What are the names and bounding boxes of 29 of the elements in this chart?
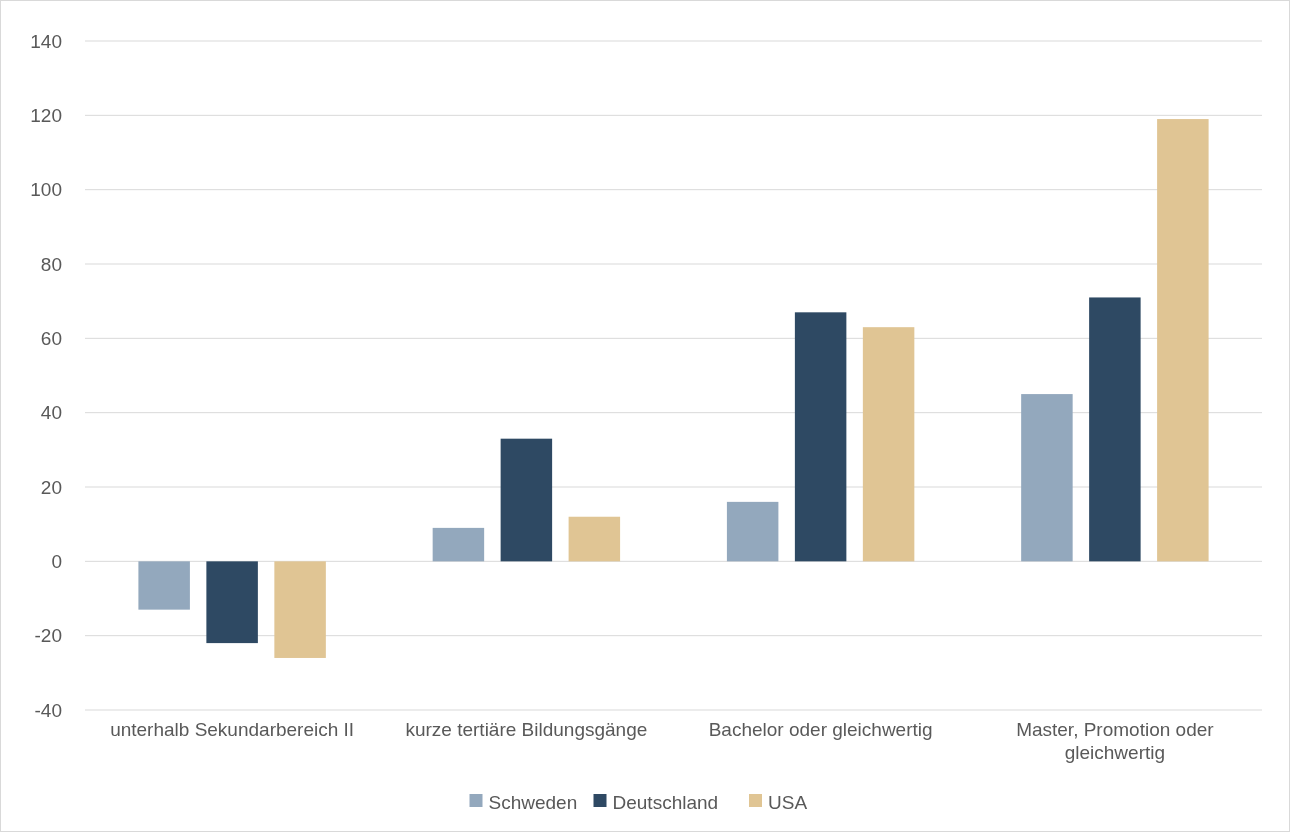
y-tick-label: 120 xyxy=(30,104,62,126)
bar xyxy=(1089,297,1141,562)
bar xyxy=(794,312,847,562)
bar xyxy=(1021,394,1073,562)
bar xyxy=(432,527,485,562)
y-tick-label: -20 xyxy=(34,625,62,647)
bar xyxy=(726,501,779,562)
y-tick-label: 100 xyxy=(30,179,62,201)
y-tick-label: 80 xyxy=(40,253,62,275)
y-tick-label: 140 xyxy=(30,30,62,52)
bar xyxy=(1157,119,1209,562)
bar xyxy=(274,561,326,658)
y-tick-label: -40 xyxy=(34,699,62,721)
x-tick-label: unterhalb Sekundarbereich II xyxy=(110,719,355,740)
legend-label: Schweden xyxy=(488,791,578,813)
bar xyxy=(500,438,553,562)
x-tick-label: kurze tertiäre Bildungsgänge xyxy=(405,719,648,740)
x-tick-label: Bachelor oder gleichwertig xyxy=(708,719,933,740)
legend-label: USA xyxy=(768,791,808,813)
bar xyxy=(206,561,258,644)
bar xyxy=(862,327,915,562)
y-tick-label: 0 xyxy=(51,550,62,572)
bar xyxy=(568,516,621,562)
y-tick-label: 40 xyxy=(40,402,62,424)
bar xyxy=(138,561,190,610)
x-tick-label: Master, Promotion oder gleichwertig xyxy=(1016,719,1215,763)
y-tick-label: 60 xyxy=(40,327,62,349)
y-tick-label: 20 xyxy=(40,476,62,498)
legend-label: Deutschland xyxy=(612,791,719,813)
